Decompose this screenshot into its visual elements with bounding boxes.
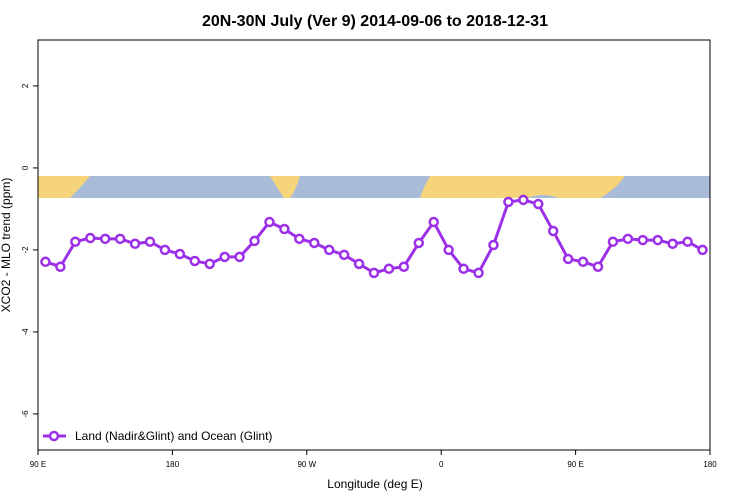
data-point	[99, 233, 111, 245]
data-point	[577, 256, 589, 268]
data-point	[413, 237, 425, 249]
data-point	[353, 258, 365, 270]
data-point	[40, 256, 51, 268]
x-tick-label: 90 E	[567, 460, 583, 469]
x-tick-label: 0	[439, 460, 444, 469]
data-point	[682, 236, 693, 247]
data-point	[428, 216, 439, 228]
data-point	[443, 244, 454, 256]
data-point	[533, 198, 544, 210]
data-point	[279, 223, 290, 235]
data-point	[323, 244, 335, 256]
x-axis-label: Longitude (deg E)	[327, 477, 422, 491]
data-point	[592, 261, 604, 272]
data-point	[204, 258, 215, 270]
data-point	[488, 239, 499, 251]
data-point	[562, 253, 574, 265]
data-point	[55, 261, 66, 272]
data-point	[518, 194, 529, 206]
data-point	[383, 263, 395, 275]
data-point	[234, 251, 245, 263]
data-point	[667, 238, 678, 250]
data-point	[338, 249, 350, 261]
data-point	[607, 236, 619, 247]
data-point	[458, 263, 469, 275]
y-tick-label: -4	[21, 328, 30, 336]
y-tick-label: 0	[21, 165, 30, 170]
data-point	[368, 267, 380, 279]
data-point	[159, 244, 171, 256]
data-point	[85, 232, 96, 244]
x-tick-label: 180	[166, 460, 180, 469]
data-point	[249, 235, 260, 247]
data-point	[398, 261, 410, 272]
map-strip	[38, 176, 710, 198]
data-point	[129, 238, 141, 250]
legend-marker	[48, 430, 60, 442]
series-line	[44, 198, 704, 275]
y-tick-label: -6	[21, 410, 30, 418]
data-point	[144, 236, 156, 247]
legend-label: Land (Nadir&Glint) and Ocean (Glint)	[75, 429, 272, 443]
data-point	[622, 233, 634, 245]
data-point	[473, 267, 484, 279]
data-point	[219, 251, 230, 263]
y-tick-label: -2	[21, 246, 30, 254]
y-tick-label: 2	[21, 83, 30, 88]
x-tick-label: 90 W	[297, 460, 316, 469]
data-point	[309, 237, 320, 249]
plot-frame	[37, 39, 711, 451]
data-point	[264, 216, 275, 228]
data-point	[503, 196, 514, 208]
data-point	[114, 233, 126, 245]
data-point	[70, 236, 81, 247]
data-point	[294, 233, 305, 245]
data-point	[174, 248, 186, 260]
data-point	[697, 244, 708, 256]
data-point	[637, 234, 649, 246]
data-point	[547, 225, 559, 237]
data-point	[189, 255, 201, 267]
x-tick-label: 90 E	[30, 460, 46, 469]
y-axis-label: XCO2 - MLO trend (ppm)	[0, 178, 13, 313]
x-tick-label: 180	[703, 460, 717, 469]
chart-title: 20N-30N July (Ver 9) 2014-09-06 to 2018-…	[202, 13, 548, 30]
data-point	[652, 234, 663, 246]
